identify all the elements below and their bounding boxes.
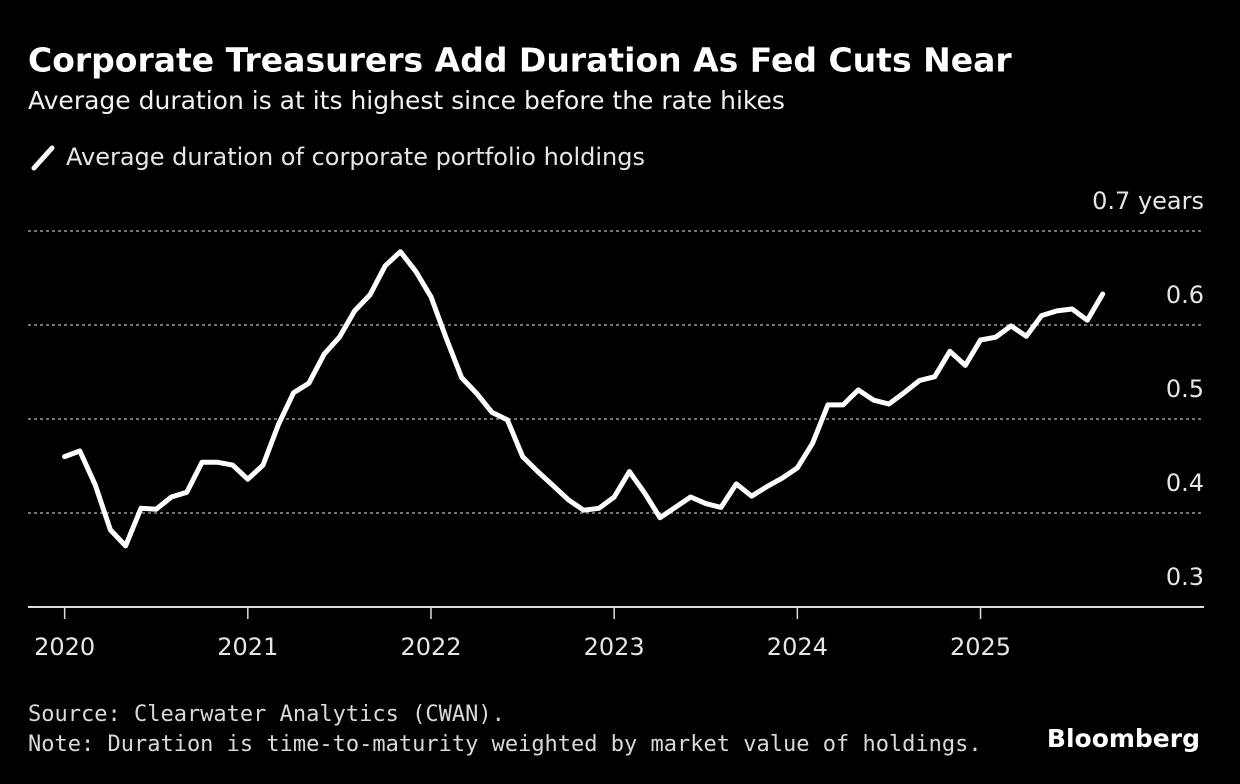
y-tick-label: 0.7 years: [1092, 187, 1204, 215]
y-tick-label: 0.3: [1166, 563, 1204, 591]
data-line: [62, 249, 1106, 549]
note: Note: Duration is time-to-maturity weigh…: [28, 732, 982, 757]
x-tick-label: 2021: [217, 633, 278, 661]
x-tick-label: 2025: [950, 633, 1011, 661]
x-tick-label: 2020: [34, 633, 95, 661]
source: Source: Clearwater Analytics (CWAN).: [28, 702, 505, 727]
legend-swatch: [31, 145, 55, 171]
y-tick-label: 0.6: [1166, 281, 1204, 309]
chart-title: Corporate Treasurers Add Duration As Fed…: [28, 41, 1012, 80]
y-tick-label: 0.4: [1166, 469, 1204, 497]
y-tick-label: 0.5: [1166, 375, 1204, 403]
legend-label: Average duration of corporate portfolio …: [66, 143, 645, 171]
x-tick-label: 2023: [584, 633, 645, 661]
x-tick-label: 2024: [767, 633, 828, 661]
x-tick-label: 2022: [400, 633, 461, 661]
chart-subtitle: Average duration is at its highest since…: [28, 86, 785, 115]
brand: Bloomberg: [1047, 724, 1200, 753]
